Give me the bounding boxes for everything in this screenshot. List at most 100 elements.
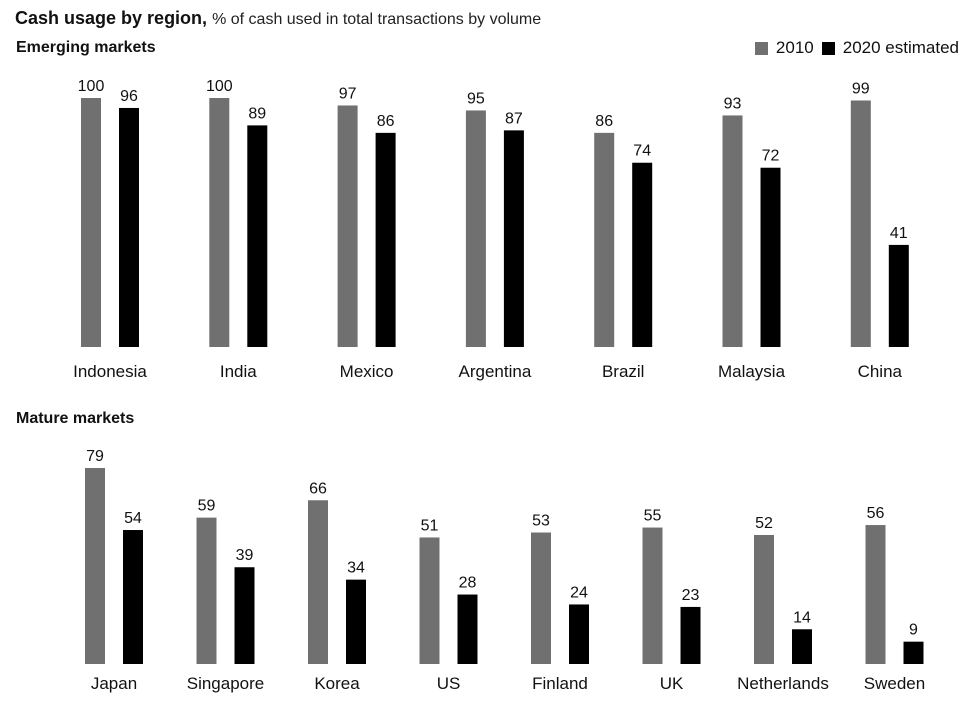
category-singapore: 59 39 Singapore xyxy=(187,498,265,693)
value-label-china-2020: 41 xyxy=(890,225,908,242)
value-label-uk-2010: 55 xyxy=(644,508,662,525)
category-brazil: 86 74 Brazil xyxy=(594,113,653,381)
value-label-singapore-2020: 39 xyxy=(236,547,254,564)
bar-netherlands-2020 xyxy=(792,629,812,664)
category-label-indonesia: Indonesia xyxy=(73,362,147,381)
bar-indonesia-2010 xyxy=(81,98,101,347)
category-india: 100 89 India xyxy=(206,78,268,381)
value-label-indonesia-2010: 100 xyxy=(78,78,105,95)
category-finland: 53 24 Finland xyxy=(531,513,589,693)
bar-finland-2020 xyxy=(569,604,589,664)
legend: 2010 2020 estimated xyxy=(754,38,959,58)
mature-markets-heading: Mature markets xyxy=(16,410,135,427)
category-japan: 79 54 Japan xyxy=(85,448,143,693)
category-malaysia: 93 72 Malaysia xyxy=(718,95,786,381)
bar-brazil-2010 xyxy=(594,132,615,347)
value-label-india-2020: 89 xyxy=(248,105,266,122)
emerging-markets-heading: Emerging markets xyxy=(16,39,156,56)
legend-item-2010: 2010 xyxy=(754,38,814,58)
legend-swatch-2010 xyxy=(754,41,768,55)
bar-sweden-2020 xyxy=(903,641,924,664)
bar-netherlands-2010 xyxy=(754,534,774,664)
value-label-netherlands-2010: 52 xyxy=(755,515,773,532)
value-label-japan-2020: 54 xyxy=(124,510,142,527)
category-label-china: China xyxy=(858,362,903,381)
category-sweden: 56 9 Sweden xyxy=(864,505,925,693)
category-argentina: 95 87 Argentina xyxy=(459,90,532,381)
value-label-finland-2010: 53 xyxy=(532,513,550,530)
value-label-brazil-2010: 86 xyxy=(595,113,613,130)
bar-brazil-2020 xyxy=(632,162,653,347)
category-korea: 66 34 Korea xyxy=(308,480,366,693)
category-label-malaysia: Malaysia xyxy=(718,362,786,381)
bar-korea-2020 xyxy=(346,579,366,664)
bar-argentina-2020 xyxy=(503,130,524,347)
category-label-us: US xyxy=(437,674,461,693)
legend-label-2010: 2010 xyxy=(775,38,814,57)
category-us: 51 28 US xyxy=(419,517,478,693)
value-label-us-2010: 51 xyxy=(421,517,439,534)
bar-mexico-2010 xyxy=(337,105,358,347)
emerging-markets-chart: 100 96 Indonesia 100 89 India 97 86 Mexico 95 87 Ar… xyxy=(73,78,909,381)
bar-singapore-2010 xyxy=(196,517,217,664)
category-label-sweden: Sweden xyxy=(864,674,925,693)
category-label-india: India xyxy=(220,362,257,381)
bar-argentina-2010 xyxy=(465,110,486,347)
bar-malaysia-2010 xyxy=(722,115,743,348)
category-mexico: 97 86 Mexico xyxy=(337,85,396,381)
value-label-korea-2020: 34 xyxy=(347,560,365,577)
value-label-korea-2010: 66 xyxy=(309,480,327,497)
bar-singapore-2020 xyxy=(234,567,255,664)
bar-korea-2010 xyxy=(308,500,328,664)
category-label-brazil: Brazil xyxy=(602,362,645,381)
category-indonesia: 100 96 Indonesia xyxy=(73,78,147,381)
value-label-brazil-2020: 74 xyxy=(633,143,651,160)
category-label-mexico: Mexico xyxy=(340,362,394,381)
bar-uk-2010 xyxy=(642,527,663,664)
value-label-us-2020: 28 xyxy=(459,575,477,592)
category-label-argentina: Argentina xyxy=(459,362,532,381)
category-label-japan: Japan xyxy=(91,674,137,693)
value-label-malaysia-2010: 93 xyxy=(724,95,742,112)
value-label-mexico-2020: 86 xyxy=(377,113,395,130)
bar-us-2020 xyxy=(457,594,478,664)
bar-us-2010 xyxy=(419,537,440,664)
value-label-argentina-2010: 95 xyxy=(467,90,485,107)
value-label-finland-2020: 24 xyxy=(570,584,588,601)
value-label-japan-2010: 79 xyxy=(86,448,104,465)
legend-label-2020: 2020 estimated xyxy=(842,38,959,57)
category-netherlands: 52 14 Netherlands xyxy=(737,515,829,693)
category-uk: 55 23 UK xyxy=(642,508,701,693)
value-label-uk-2020: 23 xyxy=(682,587,700,604)
chart-title-row: Cash usage by region, % of cash used in … xyxy=(15,8,541,29)
bar-china-2020 xyxy=(888,244,909,347)
bar-mexico-2020 xyxy=(375,132,396,347)
bar-indonesia-2020 xyxy=(119,107,139,348)
value-label-indonesia-2020: 96 xyxy=(120,88,138,105)
value-label-mexico-2010: 97 xyxy=(339,85,357,102)
value-label-netherlands-2020: 14 xyxy=(793,609,811,626)
bar-india-2020 xyxy=(247,125,268,347)
chart-subtitle: % of cash used in total transactions by … xyxy=(212,11,542,28)
category-label-singapore: Singapore xyxy=(187,674,265,693)
bar-china-2010 xyxy=(850,100,871,348)
bar-uk-2020 xyxy=(680,606,701,664)
bar-japan-2020 xyxy=(123,530,143,664)
bar-finland-2010 xyxy=(531,532,551,664)
legend-item-2020: 2020 estimated xyxy=(821,38,959,58)
bar-japan-2010 xyxy=(85,468,105,664)
mature-markets-chart: 79 54 Japan 59 39 Singapore 66 34 Korea 51 28 US 53 2… xyxy=(85,448,925,693)
value-label-argentina-2020: 87 xyxy=(505,110,523,127)
chart-title: Cash usage by region, xyxy=(15,8,208,28)
value-label-china-2010: 99 xyxy=(852,80,870,97)
value-label-singapore-2010: 59 xyxy=(198,498,216,515)
value-label-india-2010: 100 xyxy=(206,78,233,95)
value-label-sweden-2010: 56 xyxy=(867,505,885,522)
bar-malaysia-2020 xyxy=(760,167,781,347)
category-label-finland: Finland xyxy=(532,674,588,693)
value-label-malaysia-2020: 72 xyxy=(762,148,780,165)
value-label-sweden-2020: 9 xyxy=(909,622,918,639)
category-china: 99 41 China xyxy=(850,80,909,381)
category-label-korea: Korea xyxy=(314,674,360,693)
category-label-netherlands: Netherlands xyxy=(737,674,829,693)
